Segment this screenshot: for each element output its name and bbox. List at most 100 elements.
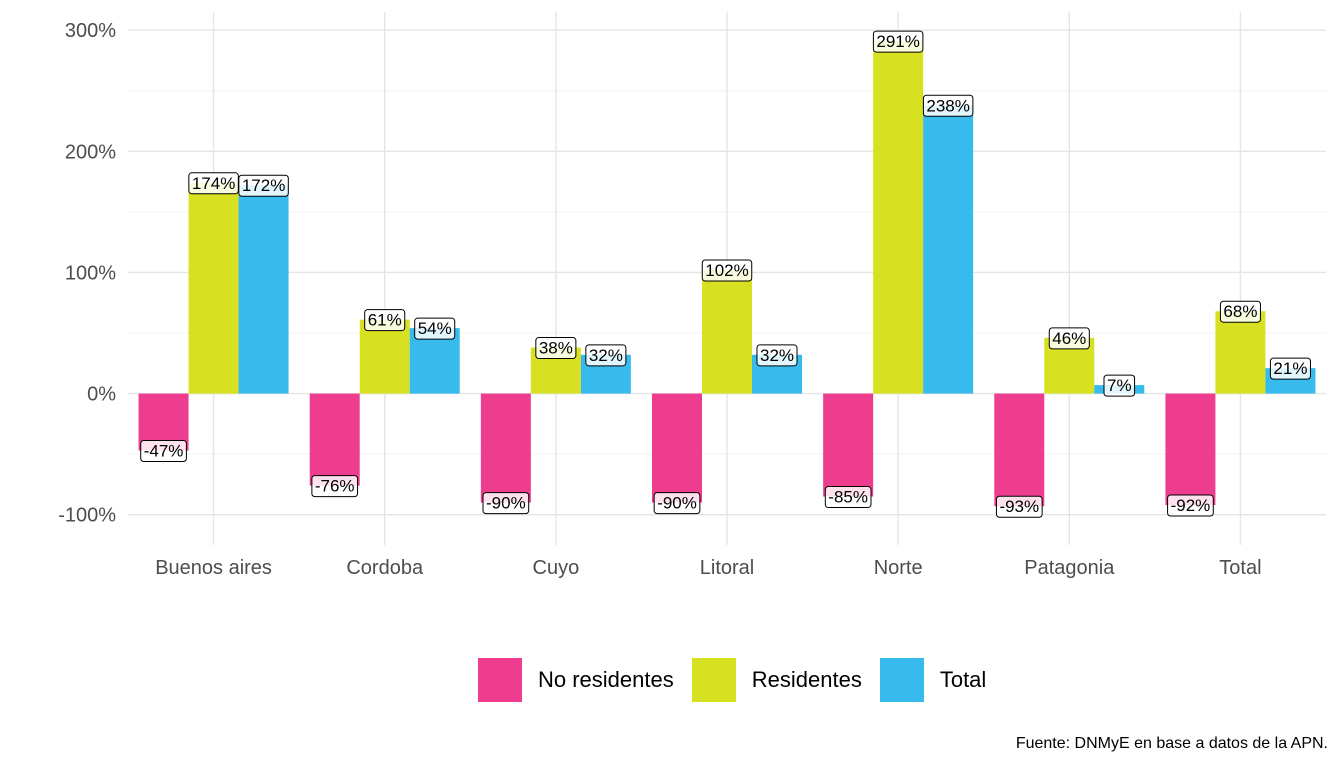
data-label-box [653, 492, 701, 515]
data-label: 46% [1048, 327, 1090, 350]
data-label-text: -85% [828, 488, 868, 507]
bar-no-residentes [480, 393, 531, 503]
data-label: 32% [585, 344, 627, 367]
data-labels: -47% -76% -90% -90% -85% -93% -92% 174% 61% 38% 10… [140, 30, 1311, 518]
data-label-text: 32% [760, 346, 794, 365]
data-label-box [140, 440, 187, 463]
data-label-text: 238% [926, 96, 969, 115]
data-label-box [995, 495, 1043, 518]
data-label-box [701, 259, 753, 282]
x-tick-label: Cuyo [533, 557, 580, 579]
legend-label-no-residentes: No residentes [538, 667, 674, 692]
data-label: -85% [824, 486, 872, 509]
legend-swatch-no-residentes [478, 658, 522, 702]
data-label-box [1048, 327, 1090, 350]
legend-label-residentes: Residentes [751, 667, 862, 692]
y-tick-label: 100% [65, 262, 116, 284]
bar-no-residentes [309, 393, 360, 486]
data-label-text: 68% [1223, 302, 1257, 321]
y-tick-label: -100% [58, 505, 116, 527]
legend-item-total: Total [879, 658, 987, 702]
data-label-box [311, 475, 359, 498]
data-label-text: -76% [315, 477, 355, 496]
data-label-box [585, 344, 627, 367]
x-tick-label: Litoral [700, 557, 754, 579]
data-label-text: 32% [589, 346, 623, 365]
data-label: 21% [1269, 357, 1311, 380]
y-tick-label: 300% [65, 20, 116, 42]
data-label: -93% [995, 495, 1043, 518]
data-label-text: -92% [1171, 496, 1211, 515]
y-tick-label: 200% [65, 141, 116, 163]
x-axis-ticks: Buenos aires Cordoba Cuyo Litoral Norte Patag… [155, 557, 1261, 579]
data-label: -92% [1167, 494, 1214, 517]
data-label: 238% [922, 94, 974, 117]
data-label-box [1219, 300, 1261, 323]
legend-swatch-residentes [691, 658, 736, 702]
data-label: -90% [653, 492, 701, 515]
data-label-box [756, 344, 798, 367]
data-label-text: 54% [418, 319, 452, 338]
data-label-text: -93% [999, 497, 1039, 516]
bar-no-residentes [1165, 393, 1216, 506]
data-label: 174% [188, 172, 239, 195]
data-label: 54% [414, 317, 456, 340]
bar-total [238, 185, 289, 394]
bar-chart: -100% 0% 100% 200% 300% Buenos aires Cordoba C… [58, 12, 1326, 579]
data-label-text: -47% [144, 442, 184, 461]
bar-residentes [702, 270, 752, 394]
data-label: 61% [364, 309, 406, 332]
bar-no-residentes [994, 393, 1045, 507]
x-tick-label: Total [1219, 557, 1261, 579]
data-label: 7% [1103, 374, 1136, 397]
data-label-box [922, 94, 974, 117]
data-label-box [188, 172, 239, 195]
bar-residentes [873, 41, 924, 394]
data-label: 102% [701, 259, 753, 282]
legend: No residentes Residentes Total [478, 658, 1004, 702]
data-label-box [482, 492, 530, 515]
data-label-box [238, 174, 289, 197]
data-label-box [1167, 494, 1214, 517]
bar-total [923, 105, 974, 394]
x-tick-label: Norte [874, 557, 923, 579]
y-axis-ticks: -100% 0% 100% 200% 300% [58, 20, 116, 527]
data-label-box [1269, 357, 1311, 380]
data-label-text: 291% [876, 32, 919, 51]
data-label-box [1103, 374, 1136, 397]
bar-residentes [188, 182, 239, 394]
data-label-box [872, 30, 924, 53]
data-label: 32% [756, 344, 798, 367]
data-label-text: 61% [368, 311, 402, 330]
data-label-text: 46% [1052, 329, 1086, 348]
legend-swatch-total [879, 658, 924, 702]
data-label-text: 21% [1273, 359, 1307, 378]
data-label: 291% [872, 30, 924, 53]
data-label-box [414, 317, 456, 340]
data-label-box [364, 309, 406, 332]
data-label-text: 38% [539, 339, 573, 358]
data-label-text: 102% [705, 261, 748, 280]
data-label-text: -90% [657, 494, 697, 513]
data-label-text: 172% [242, 176, 285, 195]
legend-item-residentes: Residentes [691, 658, 862, 702]
data-label-box [824, 486, 872, 509]
bar-residentes [1215, 311, 1266, 394]
data-label: 68% [1219, 300, 1261, 323]
data-label-text: -90% [486, 494, 526, 513]
bar-residentes [359, 319, 410, 394]
data-label: 38% [535, 337, 577, 360]
data-label: -47% [140, 440, 187, 463]
data-label-box [535, 337, 577, 360]
bar-no-residentes [652, 393, 702, 503]
legend-item-no-residentes: No residentes [478, 658, 674, 702]
y-tick-label: 0% [87, 384, 116, 406]
legend-label-total: Total [939, 667, 987, 692]
data-label: -76% [311, 475, 359, 498]
data-label-text: 7% [1107, 376, 1132, 395]
source-caption: Fuente: DNMyE en base a datos de la APN. [1015, 735, 1328, 752]
bar-no-residentes [823, 393, 874, 497]
data-label-text: 174% [192, 174, 235, 193]
data-label: -90% [482, 492, 530, 515]
x-tick-label: Cordoba [346, 557, 424, 579]
